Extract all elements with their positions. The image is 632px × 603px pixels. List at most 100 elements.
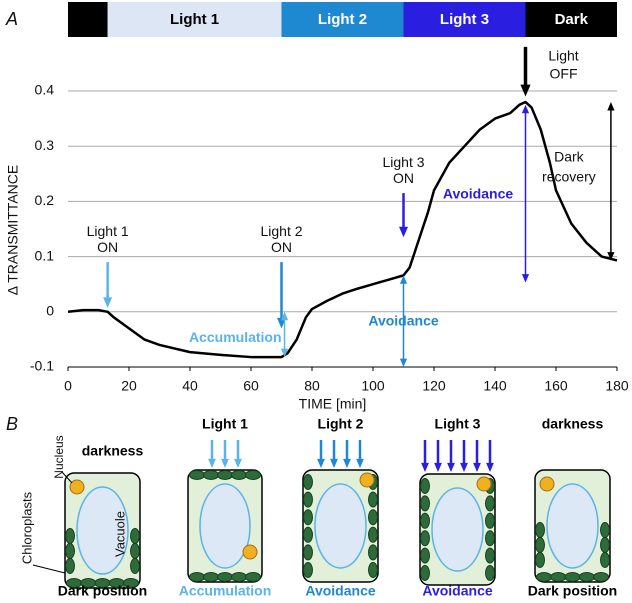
cell-bottom-label: Avoidance xyxy=(422,583,492,599)
arrow-head xyxy=(399,226,408,238)
light-period-label: Light 3 xyxy=(440,11,489,28)
chloroplast xyxy=(217,470,233,480)
x-tick-label: 140 xyxy=(483,378,507,394)
vacuole xyxy=(76,486,129,575)
annotation-text: Light 1 xyxy=(87,223,129,239)
cell-top-label: Light 3 xyxy=(435,416,481,432)
arrow-head xyxy=(221,458,229,468)
arrow-head xyxy=(447,462,455,472)
cell-bottom-label: Dark position xyxy=(58,583,147,599)
cell-top-label: Light 1 xyxy=(202,416,248,432)
x-tick-label: 0 xyxy=(64,378,72,394)
x-tick-label: 20 xyxy=(121,378,137,394)
light-period-label: Dark xyxy=(555,11,589,28)
chloroplast xyxy=(420,478,430,494)
chloroplast xyxy=(130,558,140,574)
annotation-text: OFF xyxy=(550,66,578,82)
chloroplast xyxy=(303,491,313,508)
panel-label: B xyxy=(6,414,18,434)
arrow-head xyxy=(103,297,113,308)
chloroplast xyxy=(564,572,581,582)
light-period xyxy=(525,2,617,37)
pointer xyxy=(32,564,66,574)
cell-top-label: darkness xyxy=(542,416,604,432)
annotation-text: Light 2 xyxy=(260,223,302,239)
span-label: Accumulation xyxy=(189,329,282,345)
panel-label: A xyxy=(5,9,18,29)
chloroplast xyxy=(303,562,313,578)
chloroplast xyxy=(65,528,75,544)
arrow-head xyxy=(208,458,216,468)
chloroplast xyxy=(189,470,205,480)
span-label: Avoidance xyxy=(368,313,438,329)
chloroplast xyxy=(303,474,313,490)
arrow-head xyxy=(399,358,408,367)
x-tick-label: 80 xyxy=(304,378,320,394)
chloroplast xyxy=(485,565,495,581)
chloroplast xyxy=(550,572,567,582)
chloroplast xyxy=(368,562,378,578)
chloroplast xyxy=(593,572,609,582)
chloroplast xyxy=(245,572,261,582)
arrow-head xyxy=(330,458,338,468)
chloroplast xyxy=(600,552,610,568)
arrow-head xyxy=(521,104,530,114)
arrow-head xyxy=(277,317,286,329)
chloroplast xyxy=(303,544,313,561)
chloroplast xyxy=(368,544,378,561)
x-tick-label: 120 xyxy=(422,378,446,394)
chloroplast xyxy=(600,522,610,538)
chloroplast xyxy=(420,530,430,547)
chloroplast xyxy=(130,528,140,544)
chloroplast xyxy=(130,543,140,559)
arrow-head xyxy=(434,462,442,472)
chloroplast xyxy=(420,512,430,529)
cell-top-label: darkness xyxy=(82,443,144,459)
chloroplast xyxy=(536,572,552,582)
y-tick-label: -0.1 xyxy=(30,358,54,374)
chloroplast xyxy=(217,572,233,582)
chloroplast xyxy=(368,491,378,508)
nucleus xyxy=(69,479,85,495)
chloroplast xyxy=(65,558,75,574)
y-axis-label: Δ TRANSMITTANCE xyxy=(5,165,21,295)
chloroplast xyxy=(203,470,219,480)
data-line xyxy=(67,100,618,359)
chloroplast xyxy=(535,522,545,538)
chloroplast xyxy=(535,552,545,568)
chloroplast xyxy=(485,512,495,529)
y-tick-label: 0.3 xyxy=(35,137,55,153)
vacuole-label: Vacuole xyxy=(112,511,127,557)
chloroplast xyxy=(203,572,219,582)
arrow-head xyxy=(343,458,351,468)
chloroplast xyxy=(578,572,595,582)
nucleus-label: Nucleus xyxy=(52,435,66,478)
arrow-head xyxy=(520,84,531,97)
x-tick-label: 100 xyxy=(361,378,385,394)
cell-top-label: Light 2 xyxy=(318,416,364,432)
light-period xyxy=(281,2,404,37)
cell-bottom-label: Dark position xyxy=(528,583,617,599)
light-period xyxy=(403,2,526,37)
vacuole xyxy=(199,483,251,569)
nucleus xyxy=(359,472,375,488)
chloroplast xyxy=(245,470,261,480)
chloroplast xyxy=(303,526,313,543)
arrow-head xyxy=(280,348,289,358)
arrow-head xyxy=(399,275,408,284)
arrow-head xyxy=(280,311,289,321)
chloroplast xyxy=(420,495,430,512)
nucleus xyxy=(476,476,492,492)
arrow-head xyxy=(473,462,481,472)
chloroplast xyxy=(535,537,545,553)
vacuole xyxy=(546,483,599,569)
annotation-text: ON xyxy=(393,170,414,186)
arrow-head xyxy=(234,458,242,468)
arrow-head xyxy=(317,458,325,468)
arrow-head xyxy=(421,462,429,472)
span-label: recovery xyxy=(542,169,596,185)
nucleus xyxy=(242,544,258,560)
chloroplast xyxy=(420,565,430,581)
y-tick-label: 0.1 xyxy=(35,247,55,263)
x-tick-label: 180 xyxy=(605,378,629,394)
